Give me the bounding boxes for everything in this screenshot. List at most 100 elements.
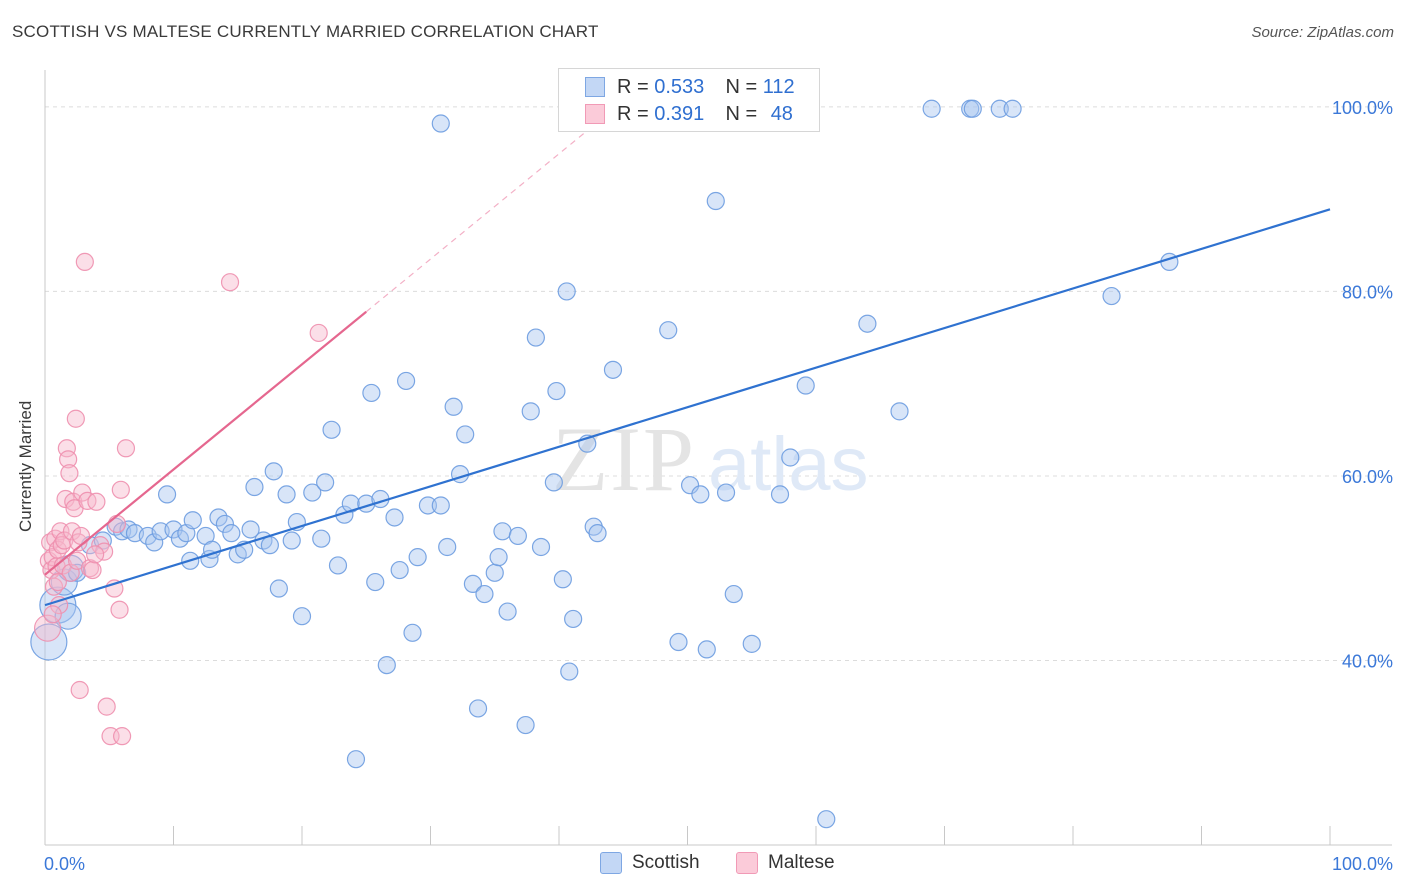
scottish-point [498, 602, 517, 621]
legend-n-label: N = [725, 103, 758, 125]
scottish-point [544, 473, 563, 492]
legend-n-value-scottish: 112 [762, 76, 795, 98]
scottish-point [531, 537, 551, 557]
legend-n-value-maltese: 48 [770, 103, 793, 125]
scottish-point [145, 533, 164, 552]
maltese-point [60, 464, 79, 483]
scottish-point [564, 609, 583, 629]
watermark-zip: ZIP [552, 408, 696, 510]
trend-layer [44, 132, 1331, 607]
maltese-point [80, 559, 100, 578]
x-tick-label-min: 0.0% [44, 854, 85, 874]
maltese-point [55, 531, 74, 550]
bottom-legend-maltese[interactable]: Maltese [736, 852, 835, 876]
scottish-point [264, 462, 283, 481]
scottish-point [362, 383, 381, 403]
y-tick-label: 60.0% [1342, 467, 1393, 487]
scottish-point [431, 496, 450, 515]
maltese-point [62, 522, 82, 541]
maltese-point [50, 596, 69, 615]
y-axis-label: Currently Married [16, 400, 35, 532]
scottish-point [697, 640, 716, 659]
scottish-point [418, 496, 438, 515]
maltese-point [107, 514, 127, 534]
legend-r-label: R = [617, 76, 649, 98]
y-tick-label: 40.0% [1342, 651, 1393, 671]
scottish-point [796, 376, 815, 395]
scottish-point [322, 420, 341, 439]
scottish-point [303, 483, 322, 502]
legend-swatch-scottish [585, 77, 605, 97]
bottom-legend-swatch-maltese [736, 852, 758, 874]
scottish-point [54, 602, 82, 630]
scottish-trend-line [44, 208, 1331, 607]
maltese-point [53, 556, 73, 575]
scottish-point [245, 477, 264, 497]
scottish-point [553, 570, 572, 589]
chart-source: Source: ZipAtlas.com [1251, 24, 1394, 41]
legend-r-label: R = [617, 103, 649, 125]
scottish-point [241, 520, 260, 539]
scottish-point [547, 381, 566, 401]
bottom-legend-swatch-scottish [600, 852, 622, 874]
maltese-point [75, 252, 94, 272]
scottish-point [157, 485, 177, 504]
axis-layer [44, 70, 1392, 846]
stats-legend: R = 0.533 N = 112 R = 0.391 N = 48 [558, 68, 820, 132]
maltese-point [111, 480, 130, 499]
maltese-point [48, 572, 67, 592]
x-tick-label-max: 100.0% [1332, 854, 1393, 874]
legend-r-value-maltese: 0.391 [654, 103, 705, 125]
maltese-point [110, 600, 129, 619]
chart-title: SCOTTISH VS MALTESE CURRENTLY MARRIED CO… [12, 22, 599, 41]
scottish-point [680, 476, 700, 495]
legend-text-scottish: R = 0.533 N = 112 [617, 76, 795, 99]
scottish-point [377, 655, 396, 675]
legend-n-label: N = [725, 76, 758, 98]
maltese-point [97, 697, 116, 716]
scottish-point [1003, 99, 1022, 118]
scottish-point [963, 99, 982, 118]
bottom-legend-scottish[interactable]: Scottish [600, 852, 700, 876]
watermark: ZIP atlas [552, 408, 869, 510]
scottish-point [475, 584, 494, 604]
scottish-point [557, 282, 576, 301]
scottish-point [560, 662, 579, 681]
grid-layer [45, 106, 1392, 661]
maltese-point [43, 605, 62, 624]
scottish-point [444, 397, 463, 416]
tick-labels: 40.0% 60.0% 80.0% 100.0% 0.0% 100.0% [44, 98, 1393, 874]
maltese-point [59, 450, 78, 469]
scottish-point [282, 531, 301, 550]
scottish-point [922, 99, 941, 118]
scottish-point [742, 634, 761, 653]
scottish-point [30, 623, 68, 661]
scottish-point [215, 514, 234, 534]
y-tick-label: 80.0% [1342, 282, 1393, 302]
points-layer [30, 99, 1179, 829]
maltese-trend-line [44, 310, 367, 576]
legend-r-value-scottish: 0.533 [654, 76, 705, 98]
scottish-point [770, 485, 790, 504]
maltese-point [83, 560, 102, 580]
scottish-point [669, 632, 688, 652]
scottish-point [277, 485, 296, 504]
scottish-point [385, 508, 404, 527]
y-tick-label: 100.0% [1332, 98, 1393, 118]
scottish-point [390, 560, 409, 580]
scottish-point [346, 750, 366, 769]
maltese-point [86, 545, 105, 564]
legend-text-maltese: R = 0.391 N = 48 [617, 103, 793, 126]
maltese-point [116, 439, 136, 458]
scottish-point [456, 425, 475, 444]
scottish-point [468, 699, 488, 718]
scottish-point [341, 494, 360, 513]
scottish-point [260, 536, 279, 555]
scottish-point [603, 360, 623, 379]
scottish-point [526, 328, 545, 347]
scottish-point [716, 483, 736, 502]
scottish-point [659, 321, 678, 340]
scottish-point [396, 371, 416, 391]
scottish-point [508, 526, 527, 546]
